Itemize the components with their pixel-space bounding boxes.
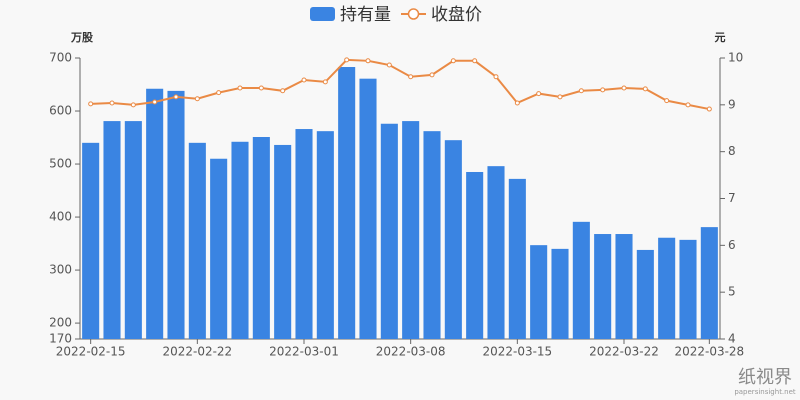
bar: [487, 166, 505, 339]
bar: [679, 239, 697, 339]
line-point: [322, 79, 328, 85]
y-tick-label: 300: [49, 263, 72, 277]
line-point: [280, 88, 286, 94]
bar: [530, 245, 548, 339]
x-tick-label: 2022-02-22: [162, 345, 232, 359]
bar: [103, 121, 121, 339]
x-tick-label: 2022-03-01: [269, 345, 339, 359]
bar: [444, 140, 462, 339]
y-tick-label: 200: [49, 316, 72, 330]
line-point: [109, 100, 115, 106]
bar: [146, 88, 164, 339]
line-point: [386, 62, 392, 68]
y2-tick-label: 10: [728, 51, 743, 65]
line-point: [301, 77, 307, 83]
y2-tick-label: 9: [728, 97, 736, 111]
line-point: [600, 87, 606, 93]
bar: [359, 78, 377, 339]
line-point: [493, 74, 499, 80]
line-point: [344, 57, 350, 63]
x-tick-label: 2022-03-28: [674, 345, 744, 359]
bar: [231, 141, 249, 339]
bar: [658, 237, 676, 339]
line-point: [216, 90, 222, 96]
bar: [167, 90, 185, 339]
x-tick-label: 2022-03-22: [589, 345, 659, 359]
x-tick-label: 2022-03-15: [482, 345, 552, 359]
bar: [636, 249, 654, 339]
line-point: [130, 102, 136, 108]
bar: [615, 234, 633, 339]
bar: [124, 121, 142, 339]
bar: [82, 142, 100, 339]
line-point: [664, 98, 670, 104]
legend-swatch-dot: [407, 8, 420, 20]
bar: [338, 67, 356, 339]
line-point: [88, 101, 94, 107]
x-tick-label: 2022-03-08: [376, 345, 446, 359]
line-point: [237, 85, 243, 91]
y2-tick-label: 5: [728, 285, 736, 299]
line-point: [472, 58, 478, 64]
y-tick-label: 600: [49, 104, 72, 118]
y2-tick-label: 7: [728, 191, 736, 205]
bar: [423, 131, 441, 339]
line-point: [706, 106, 712, 112]
line-point: [258, 85, 264, 91]
y-tick-label: 500: [49, 157, 72, 171]
bar: [380, 123, 398, 339]
line-point: [578, 88, 584, 94]
line-point: [536, 91, 542, 97]
line-point: [173, 94, 179, 100]
watermark-site: papersinsight.net: [734, 388, 796, 396]
line-point: [194, 96, 200, 102]
bar: [572, 221, 590, 339]
bar: [210, 158, 228, 339]
bar: [295, 129, 313, 339]
y-tick-label: 170: [49, 332, 72, 346]
line-point: [450, 58, 456, 64]
legend-swatch: [310, 7, 335, 21]
line-point: [642, 86, 648, 92]
watermark-brand: 纸视界: [738, 367, 792, 388]
y2-tick-label: 4: [728, 332, 736, 346]
line-point: [152, 99, 158, 105]
bar: [402, 121, 420, 339]
line-point: [621, 85, 627, 91]
line-point: [365, 58, 371, 64]
bar: [594, 234, 612, 339]
y2-tick-label: 8: [728, 144, 736, 158]
line-point: [429, 72, 435, 78]
line-point: [514, 100, 520, 106]
bar: [508, 178, 526, 339]
legend-label: 持有量: [340, 5, 391, 25]
line: [90, 58, 710, 111]
bar: [316, 131, 334, 339]
y-tick-label: 400: [49, 210, 72, 224]
bar: [700, 227, 718, 339]
legend-label: 收盘价: [431, 5, 482, 25]
bar: [252, 136, 270, 339]
y2-tick-label: 6: [728, 238, 736, 252]
y-axis-label: 万股: [70, 31, 94, 44]
bar: [466, 171, 484, 339]
line-point: [557, 94, 563, 100]
x-tick-label: 2022-02-15: [56, 345, 126, 359]
y-tick-label: 700: [49, 51, 72, 65]
y2-axis-label: 元: [715, 31, 726, 44]
bar: [551, 248, 569, 339]
line-point: [408, 74, 414, 80]
bar: [274, 144, 292, 339]
line-point: [685, 102, 691, 108]
bar: [188, 142, 206, 339]
